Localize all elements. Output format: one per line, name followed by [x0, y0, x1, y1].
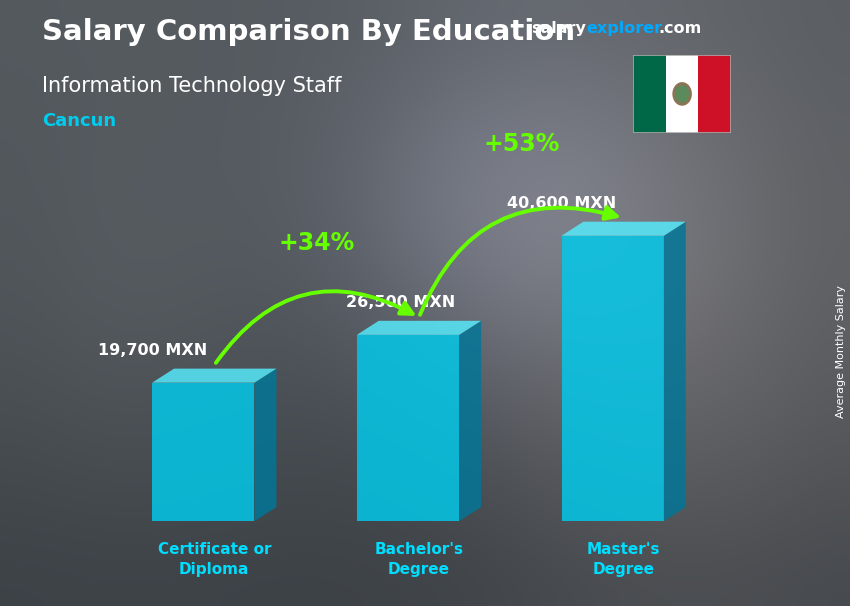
Text: explorer: explorer [586, 21, 663, 36]
Polygon shape [459, 321, 481, 521]
Circle shape [672, 82, 692, 105]
Text: +34%: +34% [279, 231, 354, 256]
Circle shape [675, 85, 689, 102]
Text: Cancun: Cancun [42, 112, 116, 130]
Text: salary: salary [531, 21, 586, 36]
Polygon shape [664, 222, 686, 521]
Text: Average Monthly Salary: Average Monthly Salary [836, 285, 846, 418]
Bar [562, 236, 664, 521]
Bar [357, 335, 459, 521]
Text: .com: .com [659, 21, 702, 36]
Text: Master's
Degree: Master's Degree [586, 542, 660, 577]
Text: Salary Comparison By Education: Salary Comparison By Education [42, 18, 575, 46]
Bar [699, 55, 731, 133]
Text: +53%: +53% [483, 132, 559, 156]
Bar [152, 382, 254, 521]
Text: Bachelor's
Degree: Bachelor's Degree [375, 542, 463, 577]
Bar [633, 55, 666, 133]
Text: 40,600 MXN: 40,600 MXN [507, 196, 616, 211]
Text: 26,500 MXN: 26,500 MXN [346, 295, 456, 310]
Polygon shape [562, 222, 686, 236]
Polygon shape [152, 368, 276, 382]
Text: Information Technology Staff: Information Technology Staff [42, 76, 342, 96]
Text: 19,700 MXN: 19,700 MXN [98, 343, 207, 358]
Text: Certificate or
Diploma: Certificate or Diploma [157, 542, 271, 577]
Polygon shape [254, 368, 276, 521]
Bar [666, 55, 699, 133]
Polygon shape [357, 321, 481, 335]
